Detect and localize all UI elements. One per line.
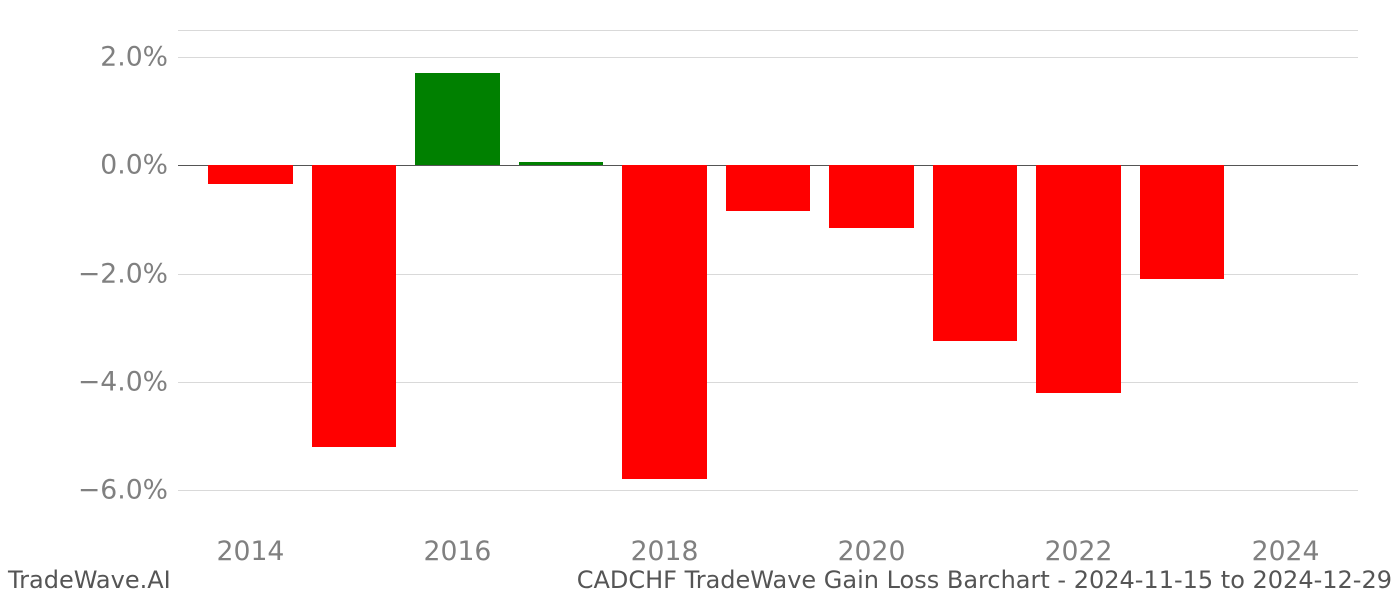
bar (933, 165, 1018, 341)
y-tick-label: −4.0% (78, 366, 178, 397)
y-tick-label: −6.0% (78, 475, 178, 506)
plot-top-border (178, 30, 1358, 31)
footer-right-label: CADCHF TradeWave Gain Loss Barchart - 20… (577, 566, 1392, 594)
bar (519, 162, 604, 166)
plot-area: −6.0%−4.0%−2.0%0.0%2.0%20142016201820202… (178, 30, 1358, 528)
x-tick-label: 2024 (1252, 528, 1320, 567)
y-tick-label: −2.0% (78, 258, 178, 289)
x-tick-label: 2022 (1045, 528, 1113, 567)
x-tick-label: 2020 (838, 528, 906, 567)
bar (1036, 165, 1121, 392)
bar (312, 165, 397, 446)
bar (208, 165, 293, 184)
x-tick-label: 2018 (631, 528, 699, 567)
x-tick-label: 2014 (217, 528, 285, 567)
y-gridline (178, 57, 1358, 58)
bar (622, 165, 707, 479)
y-tick-label: 2.0% (100, 42, 178, 73)
footer-left-label: TradeWave.AI (8, 566, 171, 594)
bar (415, 73, 500, 165)
x-tick-label: 2016 (424, 528, 492, 567)
bar (829, 165, 914, 227)
bar (726, 165, 811, 211)
bar (1140, 165, 1225, 279)
chart-container: −6.0% −4.0% −2.0% 0.0% 2.0% 2014 2016 2018 2020 2… (0, 0, 1400, 600)
y-gridline (178, 490, 1358, 491)
y-tick-label: 0.0% (100, 150, 178, 181)
